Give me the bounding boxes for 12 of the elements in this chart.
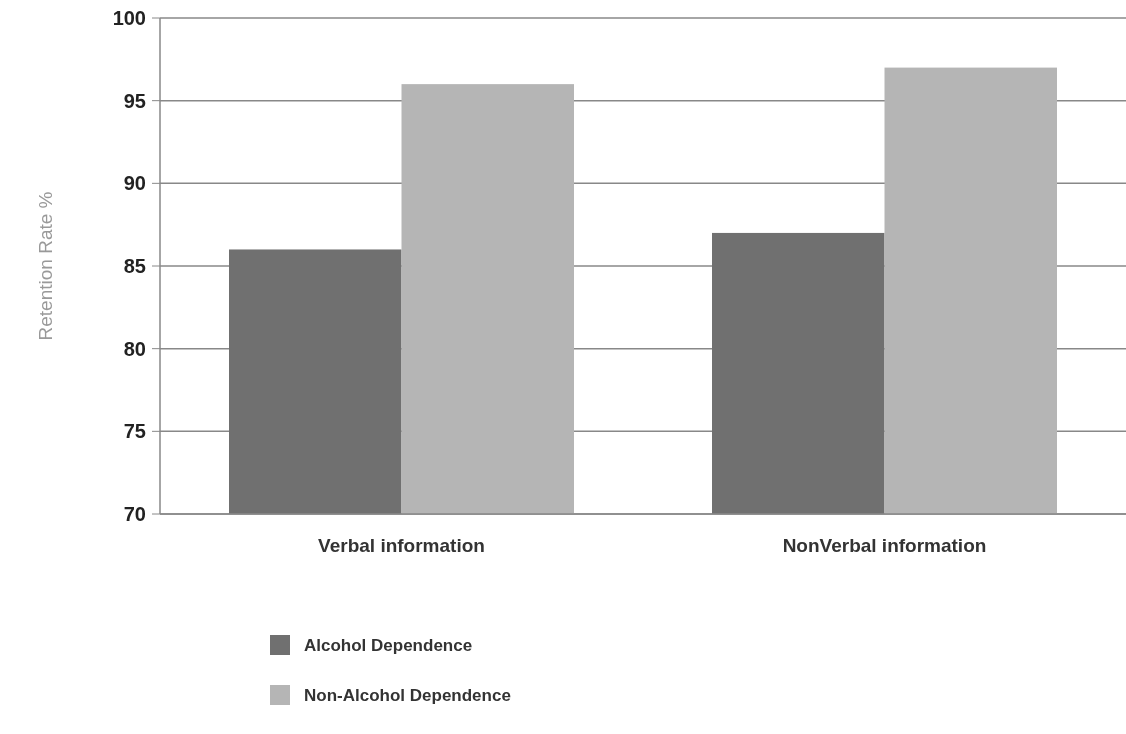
y-tick-label: 100 <box>112 7 146 29</box>
x-tick-label: Verbal information <box>318 535 485 556</box>
legend-label: Non-Alcohol Dependence <box>304 685 511 705</box>
y-tick-label: 90 <box>123 172 146 195</box>
y-tick-label: 75 <box>123 420 146 443</box>
y-tick-label: 70 <box>123 503 146 525</box>
legend-label: Alcohol Dependence <box>304 635 473 655</box>
y-axis-title: Retention Rate % <box>35 191 56 341</box>
y-tick-label: 95 <box>123 89 146 112</box>
y-tick-label: 80 <box>123 337 146 360</box>
y-tick-label: 85 <box>123 255 146 277</box>
x-tick-label: NonVerbal information <box>782 535 987 556</box>
